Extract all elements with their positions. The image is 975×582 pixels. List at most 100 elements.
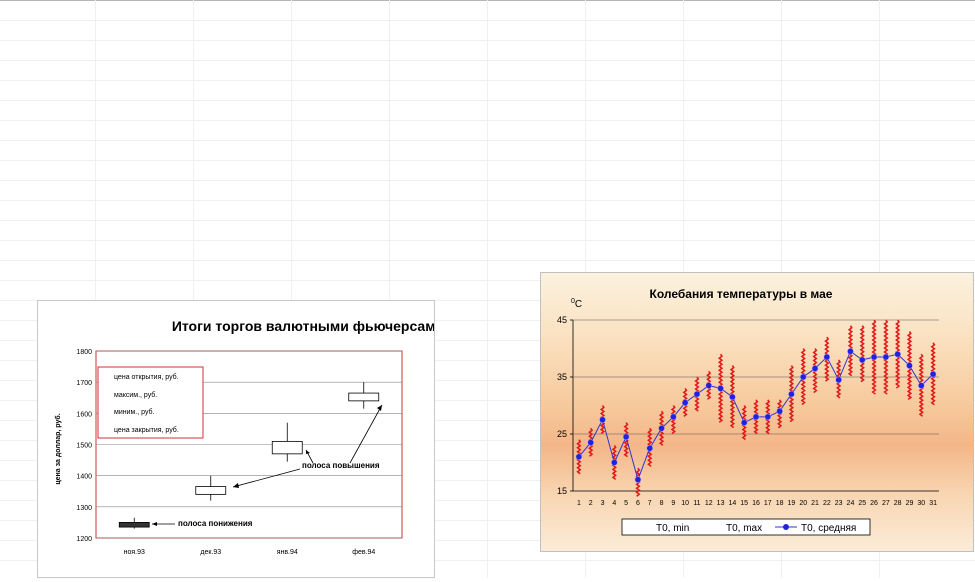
- sheet-gridline: [0, 520, 975, 521]
- y-tick-label: 1500: [76, 443, 92, 450]
- legend-entry-max: T0, max: [726, 523, 762, 534]
- mean-point: [670, 413, 677, 421]
- sheet-gridline: [0, 420, 975, 421]
- sheet-gridline: [0, 160, 975, 161]
- legend-entry-mean: T0, средняя: [801, 523, 856, 534]
- annotation-up-arrowhead-1: [233, 483, 239, 488]
- x-tick-label: 14: [728, 500, 736, 507]
- mean-point: [764, 413, 772, 421]
- legend-box: [97, 366, 204, 439]
- chart-title: Итоги торгов валютными фьючерсами: [172, 318, 434, 334]
- x-tick-label: 4: [612, 500, 616, 507]
- mean-point: [776, 407, 783, 415]
- y-tick-label: 1600: [76, 411, 92, 418]
- x-tick-label: 12: [705, 500, 713, 507]
- y-axis-label-degree: 0: [571, 298, 575, 305]
- futures-chart-svg: Итоги торгов валютными фьючерсами цена з…: [54, 318, 444, 556]
- mean-point: [788, 390, 795, 398]
- x-tick-label: 8: [660, 500, 664, 507]
- x-tick-label: 6: [636, 500, 640, 507]
- legend[interactable]: цена открытия, руб. максим., руб. миним.…: [97, 366, 204, 439]
- mean-point: [622, 433, 630, 441]
- legend-entry-min: миним., руб.: [114, 408, 155, 416]
- y-axis-label: цена за доллар, руб.: [54, 413, 62, 484]
- sheet-gridline: [291, 0, 292, 578]
- y-tick-label: 1200: [76, 536, 92, 543]
- sheet-gridline: [0, 540, 975, 541]
- sheet-gridline: [0, 300, 975, 301]
- sheet-gridline: [389, 0, 390, 578]
- mean-point: [835, 376, 842, 384]
- annotation-down-arrowhead: [152, 522, 157, 526]
- mean-point: [859, 356, 866, 364]
- sheet-gridline: [0, 400, 975, 401]
- legend-entry-open: цена открытия, руб.: [114, 373, 179, 381]
- y-tick-label: 1400: [76, 474, 92, 481]
- sheet-gridline: [0, 560, 975, 561]
- legend-mean-marker: [783, 524, 789, 530]
- candle-down-bar: [118, 522, 150, 528]
- y-tick-label: 35: [557, 372, 567, 382]
- mean-point: [599, 416, 606, 423]
- futures-chart[interactable]: Итоги торгов валютными фьючерсами цена з…: [37, 300, 444, 578]
- sheet-gridline: [0, 220, 975, 221]
- temperature-chart-svg: Колебания температуры в мае 0C 15253545 …: [557, 287, 939, 536]
- mean-point: [894, 350, 901, 358]
- x-tick-label: 28: [894, 500, 902, 507]
- x-tick-label: 22: [823, 500, 831, 507]
- x-tick-label: 21: [811, 500, 819, 507]
- x-tick-label: ноя.93: [124, 549, 145, 556]
- sheet-gridline: [0, 320, 975, 321]
- y-axis-label-unit: C: [575, 299, 582, 310]
- annotation-up-arrow-3: [349, 404, 383, 464]
- x-tick-label: дек.93: [200, 549, 221, 556]
- x-tick-label: 20: [799, 500, 807, 507]
- mean-point: [870, 353, 878, 361]
- temperature-chart[interactable]: Колебания температуры в мае 0C 15 25 35 45 …: [540, 272, 974, 552]
- mean-point: [752, 413, 760, 421]
- x-tick-label: 30: [917, 500, 925, 507]
- sheet-gridline: [0, 260, 975, 261]
- mean-point: [611, 459, 618, 466]
- x-tick-label: 3: [601, 500, 605, 507]
- chart-title: Колебания температуры в мае: [650, 287, 833, 301]
- x-tick-label: 23: [835, 500, 843, 507]
- y-tick-label: 1800: [76, 349, 92, 356]
- y-tick-label: 25: [557, 429, 567, 439]
- y-tick-label: 1300: [76, 505, 92, 512]
- legend[interactable]: T0, min T0, max T0, средняя: [621, 518, 871, 536]
- sheet-gridline: [0, 240, 975, 241]
- sheet-gridline: [193, 0, 194, 578]
- mean-point: [705, 382, 713, 389]
- sheet-gridline: [0, 100, 975, 101]
- temperature-range-bar: [859, 325, 865, 383]
- legend-entry-min: T0, min: [656, 523, 689, 534]
- sheet-gridline: [0, 460, 975, 461]
- mean-point: [729, 393, 736, 401]
- mean-point: [823, 353, 831, 361]
- sheet-gridline: [0, 440, 975, 441]
- sheet-gridline: [0, 280, 975, 281]
- sheet-gridline: [0, 140, 975, 141]
- mean-point: [646, 445, 653, 452]
- x-tick-label: 19: [788, 500, 796, 507]
- mean-point: [918, 382, 925, 389]
- x-tick-label: 10: [681, 500, 689, 507]
- mean-point: [693, 390, 701, 398]
- x-tick-label: 24: [847, 500, 855, 507]
- annotation-up-bar: полоса повышения: [302, 461, 380, 470]
- y-tick-label: 45: [557, 315, 567, 325]
- sheet-gridline: [0, 40, 975, 41]
- candle-up-bar: [195, 486, 227, 495]
- x-tick-label: 25: [858, 500, 866, 507]
- mean-point: [906, 362, 913, 369]
- mean-point: [799, 373, 807, 381]
- x-tick-label: 5: [624, 500, 628, 507]
- mean-point: [929, 370, 937, 378]
- legend-box: [621, 518, 871, 536]
- annotation-down-bar: полоса понижения: [178, 519, 253, 528]
- x-tick-label: янв.94: [277, 549, 298, 556]
- sheet-gridline: [0, 20, 975, 21]
- sheet-gridline: [0, 120, 975, 121]
- y-tick-label: 1700: [76, 380, 92, 387]
